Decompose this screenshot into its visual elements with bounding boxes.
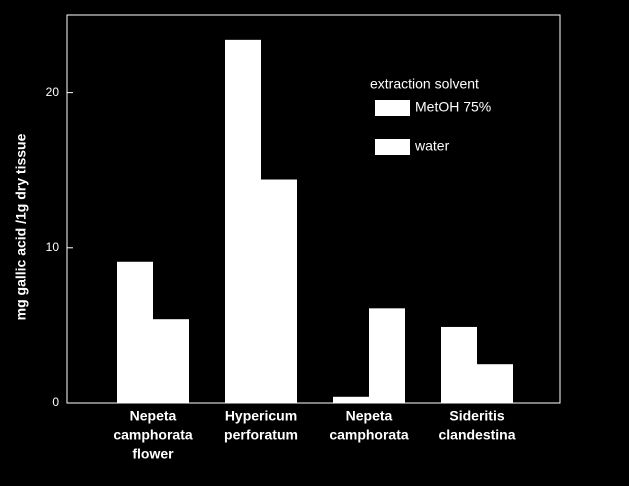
x-tick-label: clandestina (438, 427, 515, 443)
x-tick-label: perforatum (224, 427, 298, 443)
x-tick-label: camphorata (113, 427, 193, 443)
legend-label: water (414, 138, 450, 154)
bar (441, 326, 477, 403)
plot-frame (66, 14, 561, 404)
x-tick-label: Hypericum (225, 408, 297, 424)
y-axis-label: mg gallic acid /1g dry tissue (13, 133, 29, 320)
y-tick-label: 10 (46, 240, 60, 254)
x-tick-label: Nepeta (130, 408, 177, 424)
y-tick-label: 20 (46, 85, 60, 99)
bar (117, 261, 153, 403)
legend-swatch (375, 139, 410, 155)
legend-title: extraction solvent (370, 76, 479, 92)
y-tick-label: 0 (52, 395, 59, 409)
bar (333, 396, 369, 403)
x-tick-label: camphorata (329, 427, 409, 443)
bar (369, 308, 405, 403)
bar (477, 364, 513, 403)
bar (225, 39, 261, 403)
x-tick-label: Sideritis (449, 408, 504, 424)
bar (261, 179, 297, 403)
bar (153, 319, 189, 403)
legend-label: MetOH 75% (415, 99, 491, 115)
x-tick-label: flower (132, 446, 174, 462)
legend-swatch (375, 100, 410, 116)
x-tick-label: Nepeta (346, 408, 393, 424)
